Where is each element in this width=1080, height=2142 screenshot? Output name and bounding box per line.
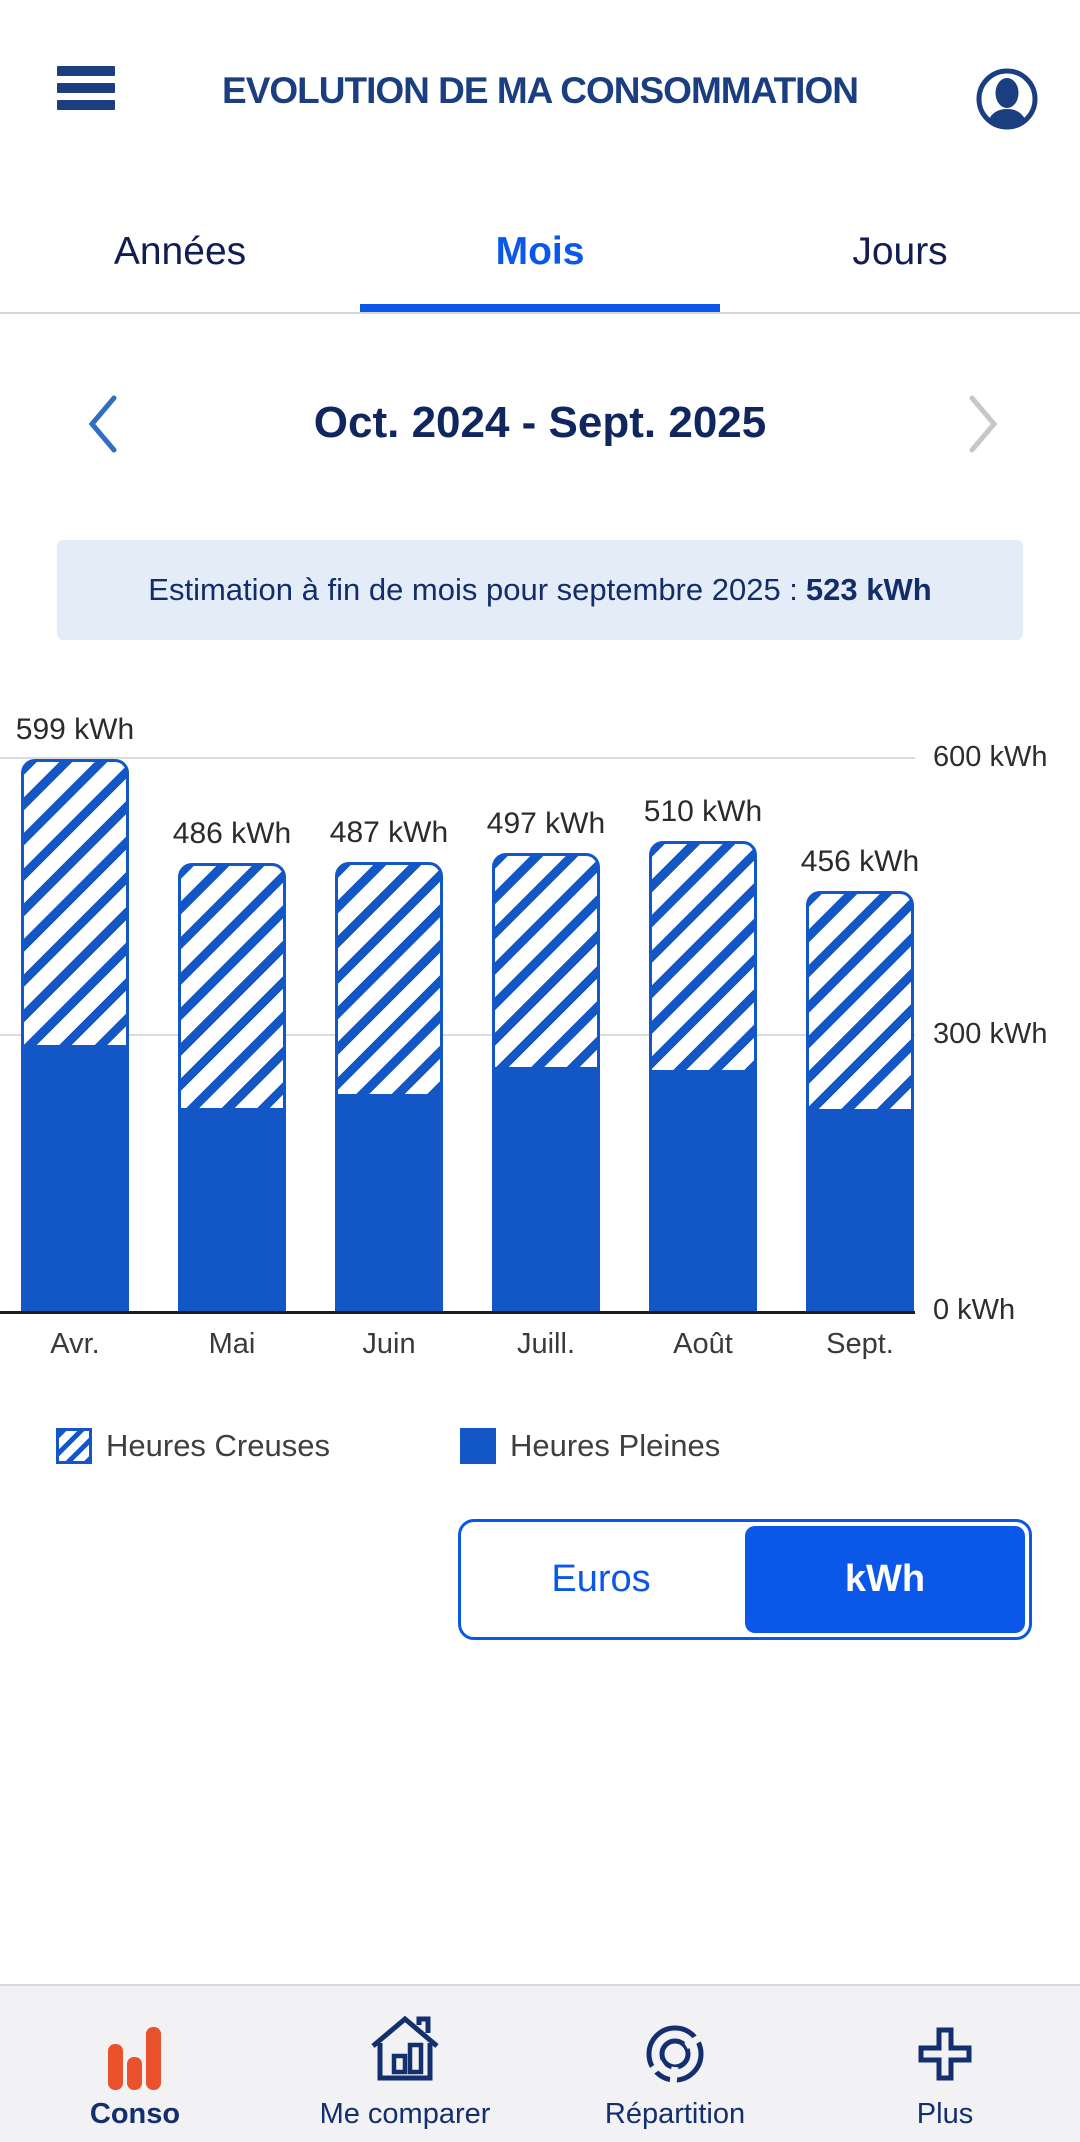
bar-value-label: 456 kWh bbox=[800, 845, 920, 878]
bar-août[interactable] bbox=[649, 841, 757, 1311]
unit-toggle: Euros kWh bbox=[458, 1519, 1032, 1640]
page-title: EVOLUTION DE MA CONSOMMATION bbox=[222, 70, 859, 111]
bar-value-label: 510 kWh bbox=[643, 795, 763, 828]
tab-underline bbox=[360, 304, 720, 314]
profile-avatar-icon[interactable] bbox=[976, 68, 1038, 130]
gridline-600 bbox=[0, 757, 915, 759]
view-tabs: Années Mois Jours bbox=[0, 220, 1080, 314]
period-label: Oct. 2024 - Sept. 2025 bbox=[313, 398, 767, 447]
nav-item-conso[interactable]: Conso bbox=[0, 1986, 270, 2142]
nav-item-me-comparer[interactable]: Me comparer bbox=[270, 1986, 540, 2142]
menu-button[interactable] bbox=[57, 66, 115, 110]
consumption-bar-chart: 600 kWh 300 kWh 0 kWh 599 kWh Avr. 486 kWh Mai… bbox=[0, 700, 1080, 1400]
estimation-value: 523 kWh bbox=[805, 572, 932, 607]
bar-juin[interactable] bbox=[335, 862, 443, 1311]
solid-swatch-icon bbox=[459, 1428, 496, 1464]
bottom-navigation: Conso Me comparer bbox=[0, 1984, 1080, 2142]
bar-juill[interactable] bbox=[492, 853, 600, 1311]
euros-toggle-button[interactable]: Euros bbox=[551, 1558, 651, 1600]
nav-item-plus[interactable]: Plus bbox=[810, 1986, 1080, 2142]
legend-item-heures-creuses: Heures Creuses bbox=[56, 1428, 330, 1464]
tab-jours[interactable]: Jours bbox=[852, 230, 948, 273]
chart-legend: Heures Creuses Heures Pleines bbox=[56, 1424, 720, 1468]
bar-solid-segment bbox=[495, 1067, 597, 1308]
bar-value-label: 486 kWh bbox=[172, 817, 292, 850]
x-axis-line bbox=[0, 1311, 915, 1314]
gridline-300 bbox=[0, 1033, 915, 1036]
bar-solid-segment bbox=[809, 1109, 911, 1308]
x-axis-tick: Juill. bbox=[516, 1328, 575, 1360]
divider bbox=[0, 312, 1080, 314]
menu-bar bbox=[57, 100, 115, 110]
hatched-swatch-icon bbox=[56, 1428, 92, 1464]
bar-value-label: 599 kWh bbox=[15, 713, 135, 746]
menu-bar bbox=[57, 83, 115, 93]
x-axis-tick: Sept. bbox=[826, 1328, 894, 1360]
bar-mai[interactable] bbox=[178, 863, 286, 1311]
donut-chart-icon bbox=[639, 2008, 711, 2090]
x-axis-tick: Juin bbox=[362, 1328, 416, 1360]
bar-chart-icon bbox=[105, 2008, 165, 2090]
y-axis-tick: 0 kWh bbox=[933, 1294, 1016, 1326]
tab-annees[interactable]: Années bbox=[113, 230, 247, 273]
nav-item-repartition[interactable]: Répartition bbox=[540, 1986, 810, 2142]
house-chart-icon bbox=[365, 2008, 445, 2090]
bar-sept[interactable] bbox=[806, 891, 914, 1311]
legend-item-heures-pleines: Heures Pleines bbox=[459, 1428, 720, 1464]
plus-icon bbox=[909, 2008, 981, 2090]
x-axis-tick: Août bbox=[673, 1328, 733, 1360]
bar-solid-segment bbox=[338, 1094, 440, 1308]
tab-mois[interactable]: Mois bbox=[360, 220, 720, 314]
kwh-toggle-button[interactable]: kWh bbox=[745, 1526, 1025, 1633]
y-axis-tick: 300 kWh bbox=[933, 1017, 1048, 1050]
estimation-text: Estimation à fin de mois pour septembre … bbox=[148, 572, 798, 607]
bar-value-label: 487 kWh bbox=[329, 816, 449, 849]
bar-solid-segment bbox=[181, 1108, 283, 1308]
bar-value-label: 497 kWh bbox=[486, 807, 606, 840]
y-axis-tick: 600 kWh bbox=[933, 741, 1048, 773]
x-axis-tick: Avr. bbox=[50, 1328, 100, 1360]
menu-bar bbox=[57, 66, 115, 76]
estimation-banner: Estimation à fin de mois pour septembre … bbox=[57, 540, 1023, 640]
bar-solid-segment bbox=[24, 1045, 126, 1308]
x-axis-tick: Mai bbox=[208, 1328, 256, 1360]
bar-solid-segment bbox=[652, 1070, 754, 1308]
previous-period-button[interactable] bbox=[82, 392, 124, 456]
next-period-button[interactable] bbox=[962, 392, 1004, 456]
bar-avr[interactable] bbox=[21, 759, 129, 1311]
